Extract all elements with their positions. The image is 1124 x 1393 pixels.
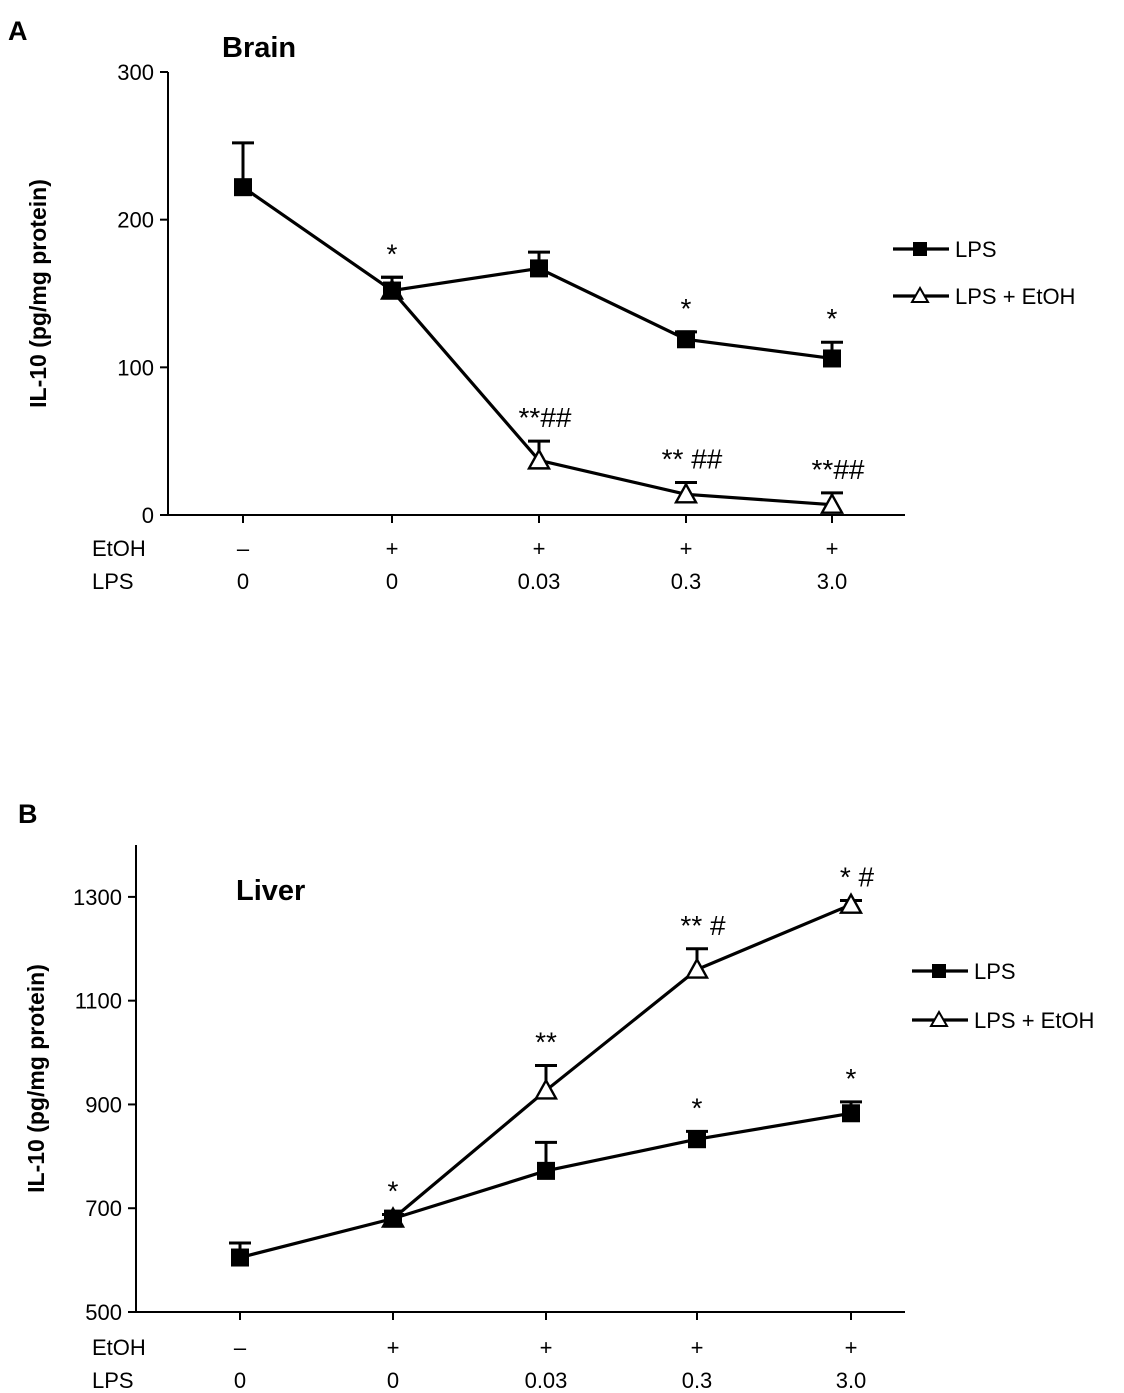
data-point-triangle xyxy=(533,1077,559,1100)
legend-marker-square xyxy=(932,964,946,978)
panel-letter: B xyxy=(18,799,38,829)
etoh-condition-label: + xyxy=(826,536,839,561)
significance-label: * # xyxy=(840,862,875,893)
lps-row-label: LPS xyxy=(92,1368,134,1393)
y-tick-label: 1300 xyxy=(73,885,122,910)
panel-letter: A xyxy=(8,16,28,46)
significance-label: ** # xyxy=(680,910,726,941)
y-axis-label: IL-10 (pg/mg protein) xyxy=(23,964,49,1193)
lps-dose-label: 0 xyxy=(387,1368,399,1393)
significance-label: * xyxy=(692,1092,703,1123)
etoh-condition-label: – xyxy=(237,536,250,561)
lps-dose-label: 0 xyxy=(237,569,249,594)
legend-label: LPS xyxy=(955,237,997,262)
lps-dose-label: 0 xyxy=(234,1368,246,1393)
significance-label: * xyxy=(846,1063,857,1094)
etoh-condition-label: + xyxy=(680,536,693,561)
etoh-condition-label: + xyxy=(386,536,399,561)
lps-dose-label: 0.03 xyxy=(525,1368,568,1393)
y-tick-label: 100 xyxy=(117,355,154,380)
data-point-triangle xyxy=(673,481,699,504)
data-point-square xyxy=(234,178,252,197)
data-point-square xyxy=(842,1104,860,1123)
chart-title: Liver xyxy=(236,875,305,907)
legend-label: LPS xyxy=(974,959,1016,984)
significance-label: * xyxy=(681,293,692,324)
etoh-row-label: EtOH xyxy=(92,1335,146,1360)
lps-dose-label: 0.3 xyxy=(682,1368,713,1393)
data-point-square xyxy=(537,1161,555,1180)
series-lps-etoh: **## ** ## **## xyxy=(379,275,865,514)
etoh-condition-label: – xyxy=(234,1335,247,1360)
legend: LPS LPS + EtOH xyxy=(893,237,1075,309)
data-point-square xyxy=(383,281,401,300)
legend-marker-triangle xyxy=(929,1009,949,1027)
y-tick-label: 900 xyxy=(85,1092,122,1117)
significance-label: **## xyxy=(812,454,865,485)
lps-dose-label: 3.0 xyxy=(836,1368,867,1393)
data-point-square xyxy=(384,1209,402,1228)
etoh-row-label: EtOH xyxy=(92,536,146,561)
legend-marker-square xyxy=(913,242,927,256)
significance-label: * xyxy=(827,303,838,334)
etoh-condition-label: + xyxy=(691,1335,704,1360)
significance-label: ** ## xyxy=(662,444,723,475)
y-tick-label: 1100 xyxy=(75,989,122,1014)
legend-marker-triangle xyxy=(910,285,930,303)
legend: LPS LPS + EtOH xyxy=(912,959,1094,1033)
series-lps: * * * xyxy=(229,1063,862,1267)
data-point-triangle xyxy=(684,957,710,979)
y-tick-label: 300 xyxy=(117,60,154,85)
data-point-square xyxy=(688,1130,706,1149)
lps-row-label: LPS xyxy=(92,569,134,594)
series-line xyxy=(239,1111,852,1260)
etoh-condition-label: + xyxy=(387,1335,400,1360)
series-line xyxy=(390,289,833,507)
significance-label: **## xyxy=(519,402,572,433)
lps-dose-label: 0 xyxy=(386,569,398,594)
etoh-condition-label: + xyxy=(540,1335,553,1360)
data-point-square xyxy=(823,349,841,368)
y-tick-label: 0 xyxy=(142,503,154,528)
legend-label: LPS + EtOH xyxy=(974,1008,1094,1033)
lps-dose-label: 3.0 xyxy=(817,569,848,594)
series-lps-etoh: **** #* # xyxy=(380,862,875,1228)
legend-label: LPS + EtOH xyxy=(955,284,1075,309)
significance-label: ** xyxy=(535,1027,557,1058)
y-tick-label: 200 xyxy=(117,208,154,233)
series-lps: * * * xyxy=(232,141,843,368)
series-line xyxy=(391,903,852,1220)
data-point-triangle xyxy=(819,492,845,514)
data-point-triangle xyxy=(526,447,552,470)
data-point-square xyxy=(231,1248,249,1267)
chart-panel-A: A Brain IL-10 (pg/mg protein) 0 100 200 300 – 0 +… xyxy=(8,16,1075,594)
lps-dose-label: 0.3 xyxy=(671,569,702,594)
data-point-triangle xyxy=(838,892,864,914)
y-axis-label: IL-10 (pg/mg protein) xyxy=(25,179,51,408)
lps-dose-label: 0.03 xyxy=(518,569,561,594)
y-tick-label: 500 xyxy=(85,1300,122,1325)
chart-title: Brain xyxy=(222,32,296,64)
significance-label: * xyxy=(387,238,398,269)
data-point-square xyxy=(530,259,548,278)
significance-label: * xyxy=(388,1175,399,1206)
chart-panel-B: B Liver IL-10 (pg/mg protein) 500 700 900 1100… xyxy=(18,799,1094,1393)
etoh-condition-label: + xyxy=(533,536,546,561)
data-point-square xyxy=(677,330,695,349)
y-tick-label: 700 xyxy=(85,1196,122,1221)
etoh-condition-label: + xyxy=(845,1335,858,1360)
